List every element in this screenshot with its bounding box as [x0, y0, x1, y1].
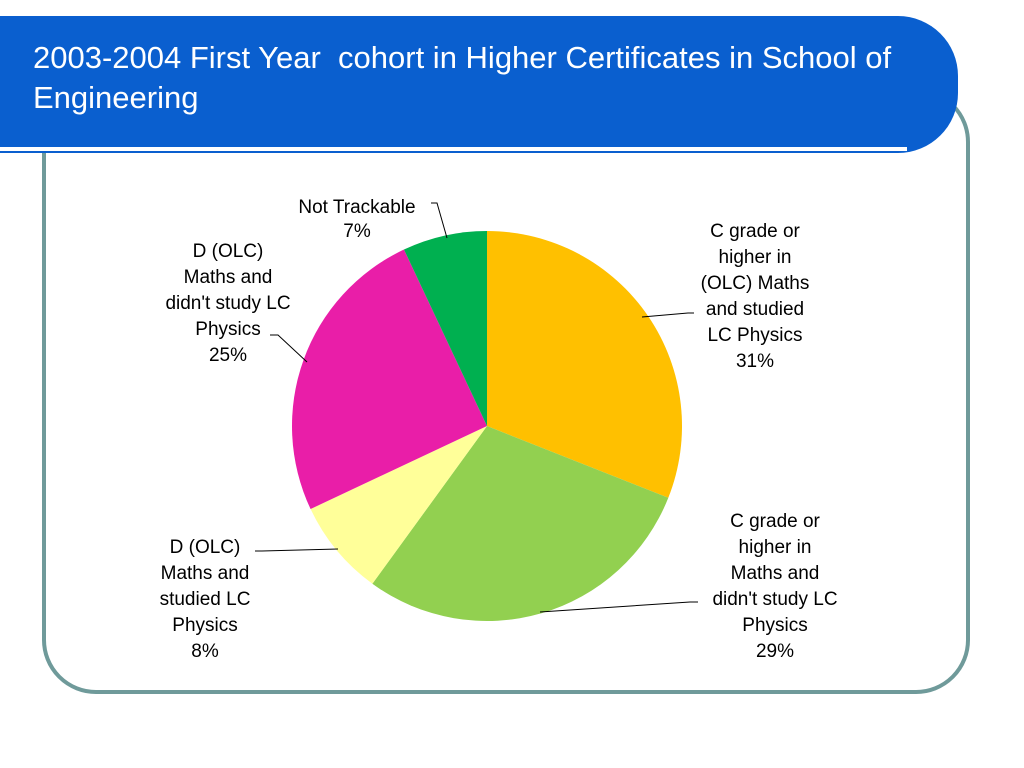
slice-label-line: C grade or — [710, 221, 800, 242]
slice-label-line: C grade or — [730, 511, 820, 532]
pie-slice-1 — [487, 231, 683, 498]
slice-label-line: Physics — [172, 615, 237, 636]
pie-slice-5 — [403, 231, 487, 426]
title-band — [0, 16, 958, 153]
slice-label-line: Maths and — [184, 267, 273, 288]
slice-label-line: Maths and — [731, 563, 820, 584]
slice-value-label: 8% — [191, 641, 219, 662]
pie-slice-2 — [372, 426, 669, 622]
slice-label-line: LC Physics — [707, 325, 802, 346]
slice-value-label: 29% — [756, 641, 794, 662]
slice-label-line: studied LC — [160, 589, 251, 610]
leader-lines — [255, 202, 698, 613]
slice-labels: C grade or higher in (OLC) Maths and studie… — [160, 197, 838, 662]
slice-label-line: Maths and — [161, 563, 250, 584]
leader-line-5 — [431, 202, 448, 239]
title-rule — [0, 147, 907, 151]
slide-title: 2003-2004 First Year cohort in Higher Ce… — [33, 40, 892, 115]
slice-label-4: D (OLC) Maths and didn't study LC Physics 25… — [165, 241, 290, 366]
slice-label-line: higher in — [739, 537, 812, 558]
slice-label-line: higher in — [719, 247, 792, 268]
slice-label-line: Physics — [195, 319, 260, 340]
pie-slices — [291, 231, 683, 622]
pie-slice-4 — [291, 249, 487, 510]
slice-label-line: D (OLC) — [170, 537, 241, 558]
slice-label-line: D (OLC) — [193, 241, 264, 262]
slice-label-line: (OLC) Maths — [701, 273, 810, 294]
slice-label-2: C grade or higher in Maths and didn't study… — [712, 511, 837, 662]
slice-value-label: 25% — [209, 345, 247, 366]
leader-line-2 — [539, 601, 698, 613]
slice-label-line: didn't study LC — [165, 293, 290, 314]
slice-label-line: Not Trackable — [298, 197, 415, 218]
slice-value-label: 7% — [343, 221, 371, 242]
slice-label-1: C grade or higher in (OLC) Maths and studie… — [701, 221, 810, 372]
leader-line-1 — [641, 312, 694, 318]
leader-line-3 — [255, 548, 339, 552]
slice-label-5: Not Trackable 7% — [298, 197, 415, 242]
slice-value-label: 31% — [736, 351, 774, 372]
slice-label-3: D (OLC) Maths and studied LC Physics 8% — [160, 537, 251, 662]
slice-label-line: Physics — [742, 615, 807, 636]
slice-label-line: and studied — [706, 299, 804, 320]
leader-line-4 — [270, 334, 308, 363]
slice-label-line: didn't study LC — [712, 589, 837, 610]
pie-slice-3 — [310, 426, 487, 584]
